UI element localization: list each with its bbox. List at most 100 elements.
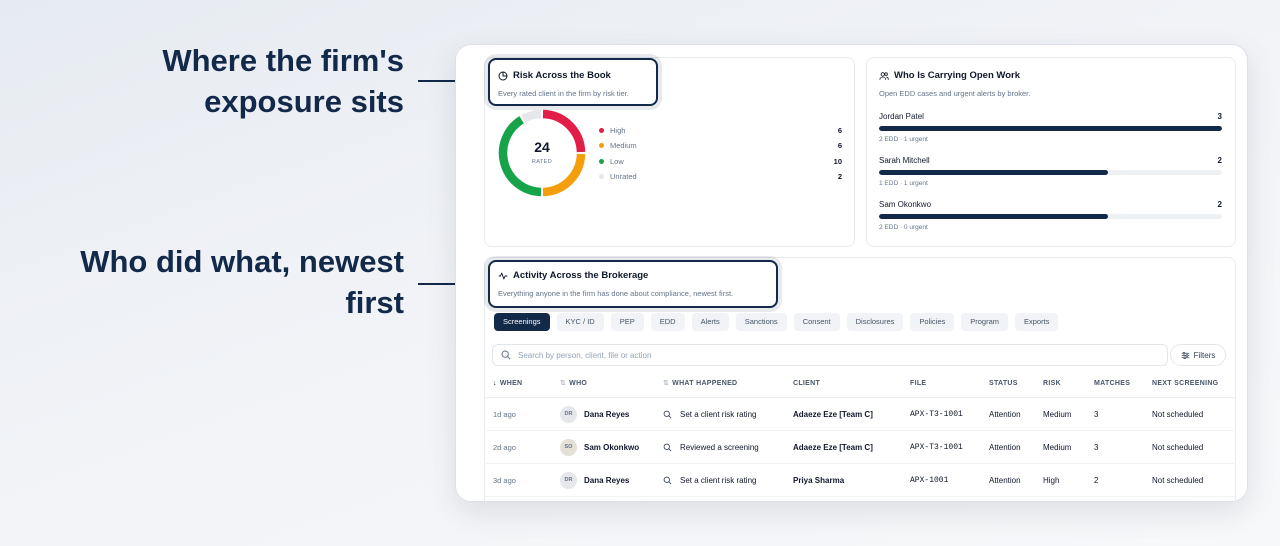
sort-icon: ⇅	[560, 380, 567, 387]
legend-label: Medium	[610, 141, 637, 151]
broker-row[interactable]: Sam Okonkwo 2 2 EDD · 0 urgent	[879, 200, 1222, 231]
cell-who: DR Dana Reyes	[560, 464, 629, 497]
cell-matches: 2	[1094, 476, 1099, 485]
filters-button[interactable]: Filters	[1170, 344, 1226, 366]
avatar: SO	[560, 439, 577, 456]
cell-next-screening: Not scheduled	[1152, 476, 1204, 485]
broker-row[interactable]: Jordan Patel 3 2 EDD · 1 urgent	[879, 112, 1222, 143]
search-placeholder: Search by person, client, file or action	[518, 350, 652, 360]
table-row[interactable]: 3d ago DR Dana Reyes Set a client risk ra…	[484, 464, 1236, 497]
activity-card-title: Activity Across the Brokerage	[498, 270, 648, 281]
broker-row[interactable]: Sarah Mitchell 2 1 EDD · 1 urgent	[879, 156, 1222, 187]
risk-donut-svg	[498, 109, 586, 197]
activity-tabs: Screenings KYC / ID PEP EDD Alerts Sanct…	[494, 313, 1059, 331]
column-header-when[interactable]: ↓ WHEN	[493, 370, 522, 398]
tab-policies[interactable]: Policies	[910, 313, 955, 331]
cell-who: DR Dana Reyes	[560, 398, 629, 431]
sort-icon: ⇅	[663, 380, 670, 387]
tab-kyc-id[interactable]: KYC / ID	[556, 313, 604, 331]
broker-bar	[879, 170, 1222, 175]
callout-exposure: Where the firm's exposure sits	[162, 43, 404, 119]
cell-file[interactable]: APX-1001	[910, 476, 949, 485]
broker-bar-fill	[879, 170, 1108, 175]
tab-pep[interactable]: PEP	[610, 313, 644, 331]
cell-client[interactable]: Priya Sharma	[793, 476, 845, 485]
column-header-status[interactable]: STATUS	[989, 380, 1018, 387]
cell-matches: 3	[1094, 410, 1099, 419]
cell-status: Attention	[989, 476, 1021, 485]
cell-client[interactable]: Adaeze Eze [Team C]	[793, 443, 873, 452]
person-name: Sam Okonkwo	[584, 443, 640, 452]
tab-screenings[interactable]: Screenings	[494, 313, 550, 331]
tab-program[interactable]: Program	[961, 313, 1008, 331]
cell-next-screening: Not scheduled	[1152, 410, 1204, 419]
column-header-risk[interactable]: RISK	[1043, 380, 1061, 387]
broker-count: 3	[1217, 112, 1222, 121]
activity-search-input[interactable]: Search by person, client, file or action	[492, 344, 1168, 366]
column-label: WHAT HAPPENED	[672, 380, 738, 387]
table-row[interactable]: 2d ago SO Sam Okonkwo Reviewed a screenin…	[484, 431, 1236, 464]
tab-sanctions[interactable]: Sanctions	[735, 313, 787, 331]
search-icon	[501, 350, 511, 360]
tab-edd[interactable]: EDD	[650, 313, 685, 331]
cell-file[interactable]: APX-T3-1001	[910, 410, 963, 419]
avatar: DR	[560, 406, 577, 423]
tab-alerts[interactable]: Alerts	[691, 313, 729, 331]
cell-status: Attention	[989, 410, 1021, 419]
tab-disclosures[interactable]: Disclosures	[846, 313, 904, 331]
person-name: Dana Reyes	[584, 476, 630, 485]
risk-card-title: Risk Across the Book	[498, 70, 611, 81]
broker-count: 2	[1217, 200, 1222, 209]
users-icon	[879, 71, 889, 80]
action-text: Set a client risk rating	[680, 476, 757, 485]
column-header-what-happened[interactable]: ⇅ WHAT HAPPENED	[663, 370, 737, 398]
person-name: Dana Reyes	[584, 410, 630, 419]
cell-what-happened: Set a client risk rating	[663, 398, 756, 431]
table-row[interactable]: 1d ago DR Dana Reyes Set a client risk ra…	[484, 398, 1236, 431]
broker-bar	[879, 126, 1222, 131]
risk-card-title-text: Risk Across the Book	[513, 70, 611, 81]
legend-value: 6	[837, 126, 842, 136]
open-work-subtitle: Open EDD cases and urgent alerts by brok…	[879, 89, 1031, 98]
cell-what-happened: Reviewed a screening	[663, 431, 759, 464]
search-icon	[663, 476, 672, 485]
broker-name: Sarah Mitchell	[879, 156, 930, 165]
donut-slice-low	[498, 116, 542, 197]
column-header-client[interactable]: CLIENT	[793, 380, 821, 387]
column-header-matches[interactable]: MATCHES	[1094, 380, 1131, 387]
cell-risk: Medium	[1043, 443, 1072, 452]
risk-legend: High 6 Medium 6 Low 10 Unrated 2	[599, 123, 842, 184]
column-header-file[interactable]: FILE	[910, 380, 927, 387]
column-header-who[interactable]: ⇅ WHO	[560, 370, 587, 398]
callout-connector	[418, 283, 468, 285]
activity-card-title-text: Activity Across the Brokerage	[513, 270, 649, 281]
column-label: WHO	[569, 380, 588, 387]
legend-item: Medium 6	[599, 138, 842, 153]
cell-status: Attention	[989, 443, 1021, 452]
risk-card-header-highlight	[488, 58, 658, 106]
activity-card-subtitle: Everything anyone in the firm has done a…	[498, 289, 734, 298]
column-header-next-screening[interactable]: NEXT SCREENING	[1152, 380, 1219, 387]
legend-item: High 6	[599, 123, 842, 138]
legend-item: Unrated 2	[599, 169, 842, 184]
cell-client[interactable]: Adaeze Eze [Team C]	[793, 410, 873, 419]
cell-when: 1d ago	[493, 410, 516, 419]
cell-what-happened: Set a client risk rating	[663, 464, 756, 497]
cell-file[interactable]: APX-T3-1001	[910, 443, 963, 452]
activity-table: ↓ WHEN ⇅ WHO ⇅ WHAT HAPPENED CLIENT FILE ST…	[484, 370, 1236, 497]
tab-consent[interactable]: Consent	[793, 313, 840, 331]
tab-exports[interactable]: Exports	[1015, 313, 1059, 331]
broker-meta: 2 EDD · 0 urgent	[879, 224, 928, 231]
broker-meta: 2 EDD · 1 urgent	[879, 136, 928, 143]
legend-dot-high	[599, 128, 604, 134]
risk-donut-chart: 24 RATED	[496, 107, 588, 199]
table-header: ↓ WHEN ⇅ WHO ⇅ WHAT HAPPENED CLIENT FILE ST…	[484, 370, 1236, 398]
cell-who: SO Sam Okonkwo	[560, 431, 639, 464]
cell-risk: Medium	[1043, 410, 1072, 419]
legend-dot-medium	[599, 143, 604, 149]
avatar: DR	[560, 472, 577, 489]
legend-label: Unrated	[610, 172, 637, 182]
legend-value: 6	[837, 141, 842, 151]
open-work-title-text: Who Is Carrying Open Work	[894, 70, 1020, 81]
cell-when: 2d ago	[493, 443, 516, 452]
